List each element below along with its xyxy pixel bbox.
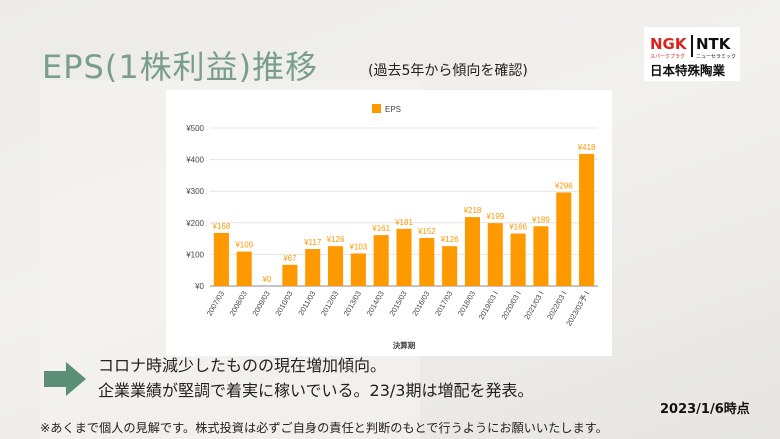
x-tick-label: 2021/03 I (522, 290, 545, 322)
y-tick-label: ¥0 (194, 282, 204, 291)
x-tick-label: 2018/03 (456, 290, 477, 318)
logo-ntk-sub: ニューセラミック (696, 54, 737, 60)
logo-ntk: NTK (696, 35, 731, 53)
data-label: ¥126 (440, 235, 459, 244)
eps-chart: EPS ¥0 ¥100 ¥200 ¥300 ¥400 ¥500 ¥168 2007/03 ¥109… (166, 90, 612, 356)
data-label: ¥199 (485, 212, 504, 221)
x-tick-label: 2013/03 (342, 290, 363, 318)
x-tick-label: 2010/03 (273, 290, 294, 318)
data-label: ¥117 (303, 238, 322, 247)
company-logo: NGK NTK スパークプラグ ニューセラミック 日本特殊陶業 (644, 27, 740, 81)
bar (533, 226, 549, 286)
x-tick-label: 2016/03 (410, 290, 431, 318)
data-label: ¥418 (577, 143, 596, 152)
comment-line-2: 企業業績が堅調で着実に稼いでいる。23/3期は増配を発表。 (98, 381, 534, 400)
data-label: ¥161 (371, 224, 390, 233)
bar (373, 235, 389, 286)
bar (396, 228, 412, 286)
data-label: ¥152 (417, 227, 436, 236)
y-tick-label: ¥300 (185, 187, 204, 196)
logo-company-name: 日本特殊陶業 (650, 63, 726, 78)
x-tick-label: 2009/03 (250, 290, 271, 318)
y-tick-label: ¥100 (185, 250, 204, 259)
data-label: ¥0 (262, 275, 272, 284)
bar (282, 264, 298, 286)
x-tick-label: 2022/03 I (545, 290, 568, 322)
bar (350, 253, 366, 286)
x-tick-label: 2011/03 (296, 290, 317, 318)
bar (487, 223, 503, 286)
data-label: ¥296 (554, 181, 573, 190)
bar (327, 246, 344, 286)
disclaimer: ※あくまで個人の見解です。株式投資は必ずご自身の責任と判断のもとで行うようにお願… (40, 421, 608, 435)
comment-line-1: コロナ時減少したものの現在増加傾向。 (98, 356, 387, 375)
data-label: ¥67 (282, 254, 297, 263)
data-label: ¥103 (348, 242, 367, 251)
data-label: ¥166 (508, 223, 527, 232)
arrow-right-icon (44, 362, 86, 396)
x-tick-label: 2015/03 (387, 290, 408, 318)
logo-ngk: NGK (650, 35, 687, 53)
page-title: EPS(1株利益)推移 (42, 48, 319, 86)
bar (464, 217, 481, 286)
logo-ngk-sub: スパークプラグ (650, 54, 686, 60)
data-label: ¥189 (531, 215, 550, 224)
y-tick-label: ¥400 (185, 156, 204, 165)
x-tick-label: 2012/03 (319, 290, 340, 318)
bar (305, 249, 321, 286)
x-axis-title: 決算期 (393, 340, 416, 350)
x-tick-label: 2007/03 (205, 290, 226, 318)
legend-swatch (372, 104, 381, 113)
data-label: ¥181 (394, 218, 413, 227)
data-label: ¥126 (326, 235, 345, 244)
logo-divider (691, 35, 693, 57)
x-tick-label: 2019/03 I (477, 290, 500, 322)
bar (419, 237, 435, 286)
bar (556, 192, 572, 286)
x-tick-label: 2014/03 (365, 290, 386, 318)
eps-chart-svg: EPS ¥0 ¥100 ¥200 ¥300 ¥400 ¥500 ¥168 2007/03 ¥109… (185, 104, 598, 350)
as-of-date: 2023/1/6時点 (660, 402, 750, 417)
legend-label: EPS (385, 105, 401, 114)
bar (442, 246, 458, 286)
x-tick-label: 2023/03予 I (564, 290, 591, 328)
y-tick-label: ¥500 (185, 124, 204, 133)
x-tick-label: 2008/03 (228, 290, 249, 318)
bar (213, 232, 229, 286)
data-label: ¥168 (212, 222, 231, 231)
bar (236, 251, 252, 286)
y-tick-label: ¥200 (185, 219, 204, 228)
bar (510, 233, 526, 286)
x-tick-label: 2020/03 I (499, 290, 522, 322)
data-label: ¥218 (463, 206, 482, 215)
bar (579, 153, 595, 286)
x-tick-label: 2017/03 (433, 290, 454, 318)
data-label: ¥109 (234, 241, 253, 250)
page-subtitle: (過去5年から傾向を確認) (368, 63, 528, 79)
